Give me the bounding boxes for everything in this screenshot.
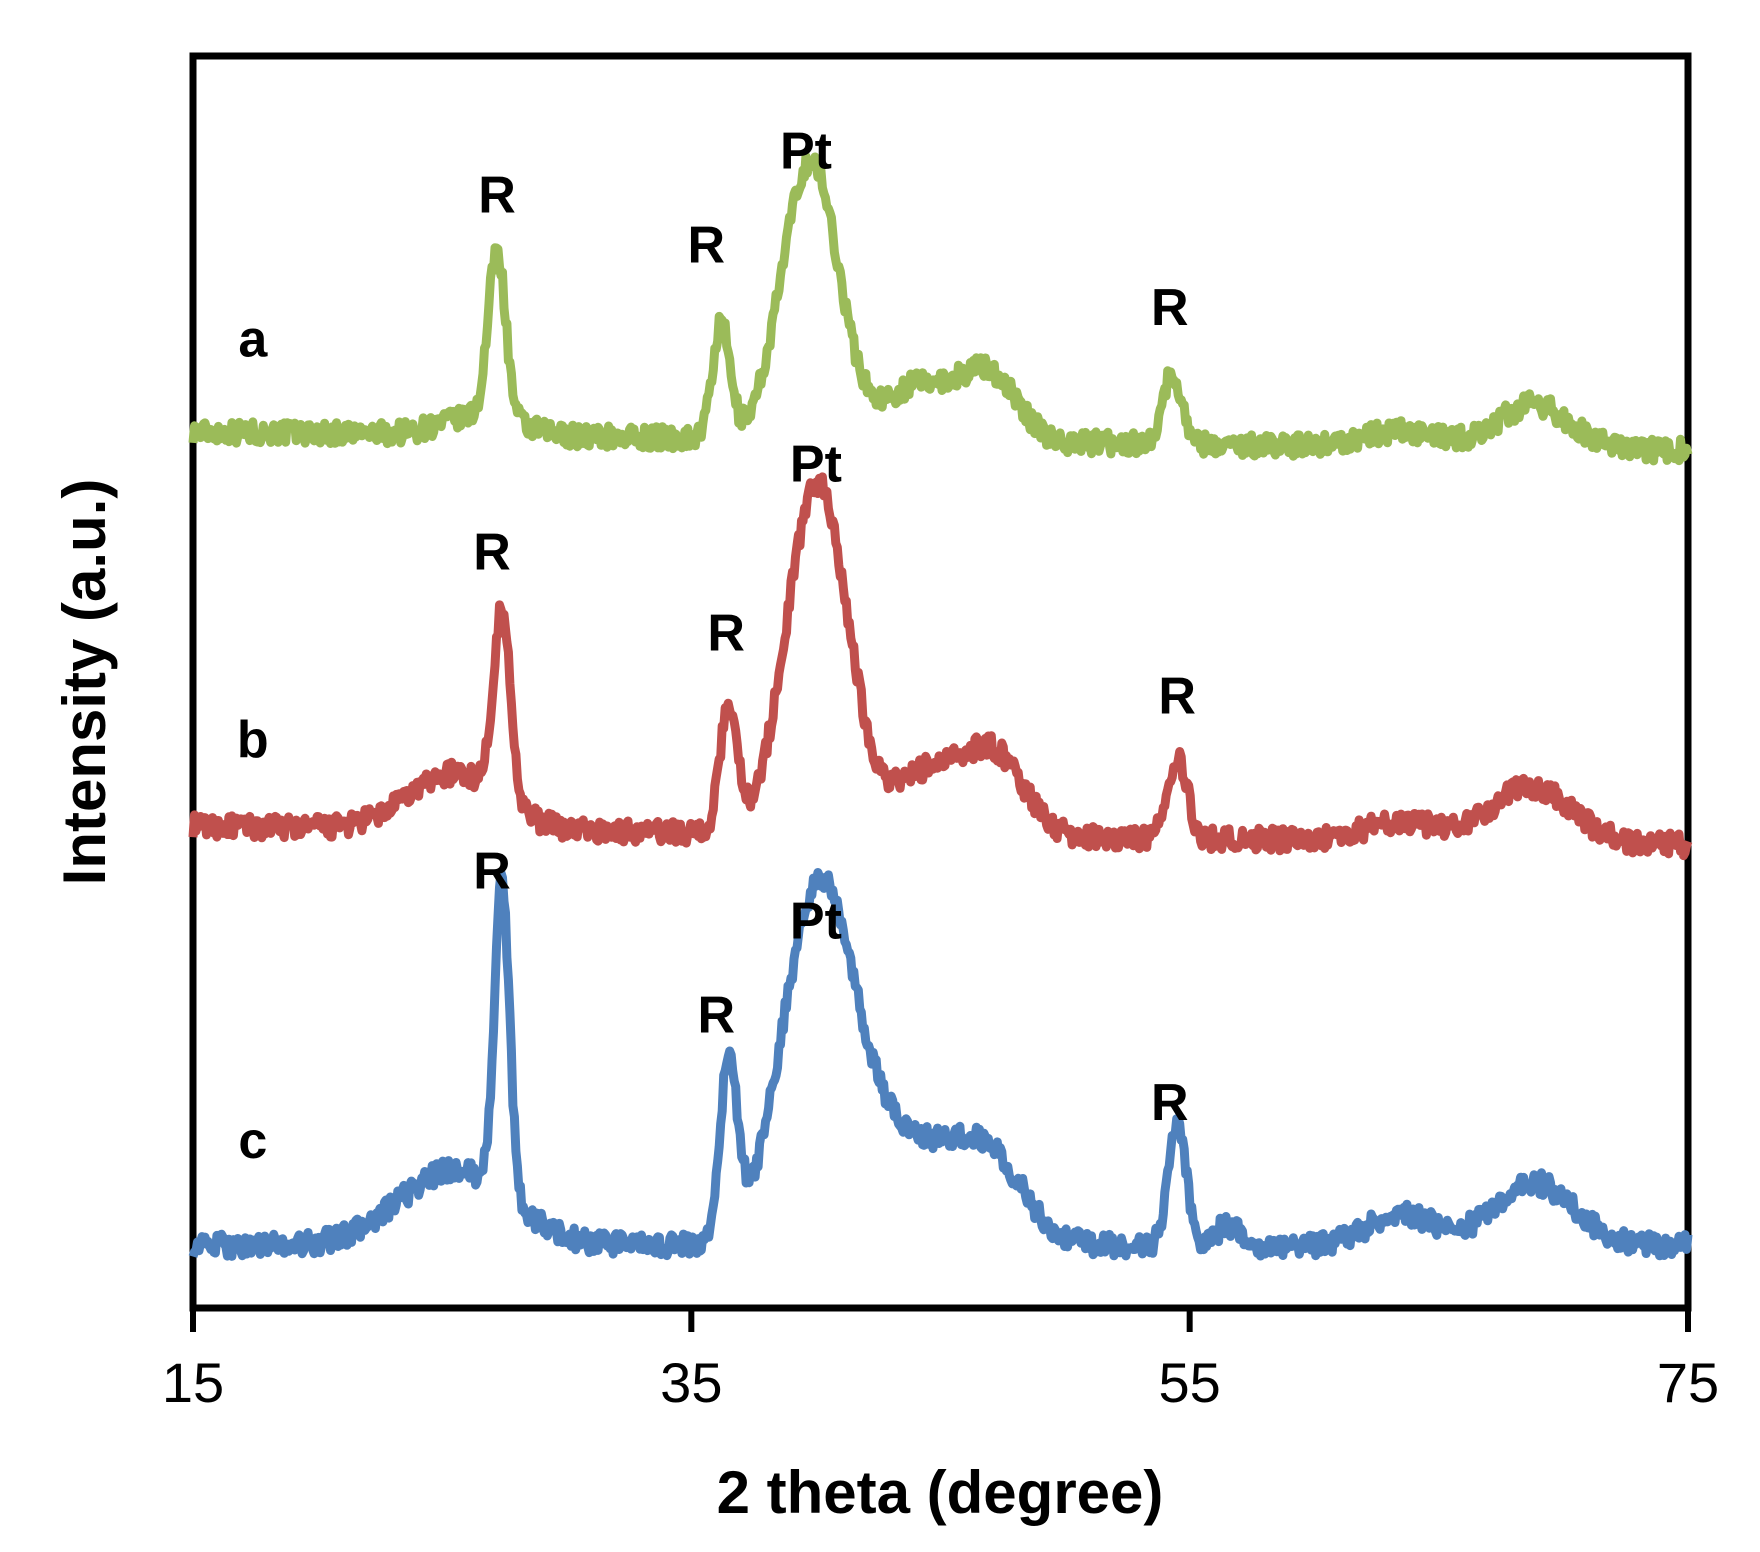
peak-label-r-11: R [1151,1074,1189,1132]
peak-label-r-0: R [478,167,516,225]
label-layer: R R Pt R R R Pt R R R Pt Ra b c [237,123,1196,1170]
series-b-line [188,472,1693,861]
series-layer [188,151,1693,1261]
plot-frame [189,52,1692,1312]
tick-layer: 15 35 55 75 [162,1308,1719,1414]
series-c-line [188,868,1693,1261]
series-label-c: c [238,1112,267,1170]
series-label-b: b [237,711,269,769]
series-a-line [188,151,1693,466]
peak-label-pt-2: Pt [780,123,832,181]
x-tick-label-35: 35 [660,1351,722,1414]
peak-label-r-4: R [473,523,511,581]
x-tick-label-75: 75 [1657,1351,1719,1414]
series-label-a: a [238,310,268,368]
peak-label-r-3: R [1151,279,1189,337]
y-axis-title: Intensity (a.u.) [51,479,118,886]
peak-label-r-8: R [473,843,511,901]
peak-label-r-9: R [697,987,735,1045]
peak-label-pt-6: Pt [790,436,842,494]
peak-label-r-7: R [1158,667,1196,725]
x-axis-title: 2 theta (degree) [717,1459,1164,1526]
x-tick-label-15: 15 [162,1351,224,1414]
x-tick-label-55: 55 [1159,1351,1221,1414]
peak-label-pt-10: Pt [790,893,842,951]
peak-label-r-5: R [707,605,745,663]
peak-label-r-1: R [688,217,726,275]
